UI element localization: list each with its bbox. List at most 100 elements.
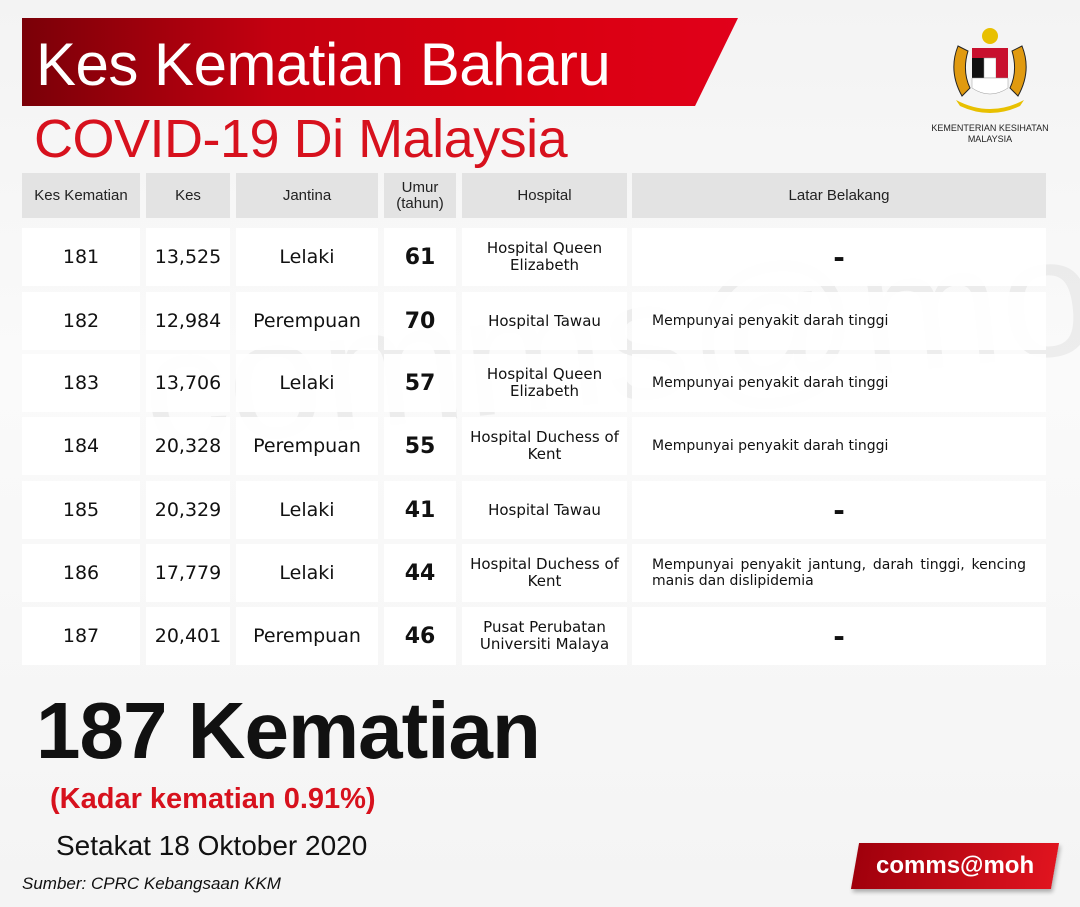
cell-kes-kematian-text: 181	[62, 246, 100, 268]
cell-kes-text: 13,706	[154, 372, 222, 394]
cell-hospital-text: Pusat Perubatan Universiti Malaya	[479, 618, 610, 653]
page-title: Kes Kematian Baharu	[36, 31, 611, 98]
cell-latar-belakang: -	[632, 607, 1046, 665]
cell-kes-kematian: 183	[22, 354, 140, 412]
cell-umur: 46	[384, 607, 456, 665]
cell-kes: 17,779	[146, 544, 230, 602]
cell-hospital-text: Hospital Queen Elizabeth	[486, 365, 603, 400]
cell-kes-kematian: 185	[22, 481, 140, 539]
cell-latar-belakang: Mempunyai penyakit darah tinggi	[632, 417, 1046, 475]
cell-kes-kematian-text: 184	[62, 435, 100, 457]
cell-latar-belakang-text: Mempunyai penyakit darah tinggi	[652, 375, 889, 391]
cell-latar-belakang-text: -	[833, 619, 845, 653]
header-latar-belakang: Latar Belakang	[632, 173, 1046, 218]
cell-kes-text: 13,525	[154, 246, 222, 268]
cell-jantina-text: Perempuan	[253, 435, 361, 457]
cell-umur: 61	[384, 228, 456, 286]
source-note: Sumber: CPRC Kebangsaan KKM	[22, 874, 281, 893]
header-umur: Umur (tahun)	[384, 173, 456, 218]
cell-latar-belakang-text: Mempunyai penyakit jantung, darah tinggi…	[652, 557, 1026, 589]
cell-kes-text: 20,328	[154, 435, 222, 457]
cell-umur-text: 57	[404, 370, 436, 396]
cell-umur: 41	[384, 481, 456, 539]
cell-umur-text: 46	[404, 623, 436, 649]
cell-jantina: Perempuan	[236, 292, 378, 350]
death-rate: (Kadar kematian 0.91%)	[50, 783, 376, 815]
cell-umur-text: 61	[404, 244, 436, 270]
cell-kes-kematian-text: 182	[62, 310, 100, 332]
cell-jantina-text: Perempuan	[253, 310, 361, 332]
cell-latar-belakang: Mempunyai penyakit jantung, darah tinggi…	[632, 544, 1046, 602]
cell-jantina-text: Lelaki	[279, 246, 335, 268]
cell-kes-kematian-text: 186	[62, 562, 100, 584]
coat-of-arms-logo	[953, 28, 1027, 113]
cell-kes-text: 17,779	[154, 562, 222, 584]
cell-umur-text: 70	[404, 308, 436, 334]
cell-latar-belakang-text: -	[833, 493, 845, 527]
page-subtitle: COVID-19 Di Malaysia	[34, 109, 568, 169]
header-kes-kematian: Kes Kematian	[22, 173, 140, 218]
header-kes-text: Kes	[175, 186, 201, 204]
cell-kes-kematian: 181	[22, 228, 140, 286]
cell-umur: 44	[384, 544, 456, 602]
cell-latar-belakang-text: Mempunyai penyakit darah tinggi	[652, 313, 889, 329]
cell-kes-text: 20,329	[154, 499, 222, 521]
cell-latar-belakang: -	[632, 481, 1046, 539]
cell-kes-kematian: 187	[22, 607, 140, 665]
as-of-date: Setakat 18 Oktober 2020	[56, 830, 368, 861]
header-umur-text: Umur (tahun)	[396, 178, 444, 212]
cell-kes-text: 12,984	[154, 310, 222, 332]
cell-umur-text: 44	[404, 560, 436, 586]
cell-jantina: Perempuan	[236, 607, 378, 665]
badge-text: comms@moh	[875, 852, 1035, 879]
cell-jantina-text: Lelaki	[279, 562, 335, 584]
cell-kes-kematian-text: 183	[62, 372, 100, 394]
cell-kes-kematian: 182	[22, 292, 140, 350]
cell-latar-belakang: Mempunyai penyakit darah tinggi	[632, 354, 1046, 412]
cell-kes: 20,329	[146, 481, 230, 539]
cell-umur: 70	[384, 292, 456, 350]
cell-kes: 13,706	[146, 354, 230, 412]
cell-kes-kematian: 184	[22, 417, 140, 475]
cell-hospital: Hospital Duchess of Kent	[462, 417, 627, 475]
header-hospital-text: Hospital	[517, 186, 572, 204]
header-hospital: Hospital	[462, 173, 627, 218]
cell-hospital: Hospital Queen Elizabeth	[462, 354, 627, 412]
cell-hospital: Hospital Duchess of Kent	[462, 544, 627, 602]
cell-kes: 20,401	[146, 607, 230, 665]
cell-jantina: Perempuan	[236, 417, 378, 475]
title-banner	[22, 18, 738, 106]
header-jantina: Jantina	[236, 173, 378, 218]
cell-umur-text: 41	[404, 497, 436, 523]
cell-hospital: Hospital Queen Elizabeth	[462, 228, 627, 286]
header-kes-kematian-text: Kes Kematian	[34, 186, 128, 204]
cell-umur: 55	[384, 417, 456, 475]
header-jantina-text: Jantina	[282, 186, 332, 204]
cell-umur-text: 55	[404, 433, 436, 459]
comms-moh-badge: comms@moh	[850, 843, 1060, 889]
cell-hospital-text: Hospital Queen Elizabeth	[486, 239, 603, 274]
cell-kes-kematian-text: 185	[62, 499, 100, 521]
header-kes: Kes	[146, 173, 230, 218]
cell-jantina: Lelaki	[236, 481, 378, 539]
cell-latar-belakang: -	[632, 228, 1046, 286]
cell-kes: 12,984	[146, 292, 230, 350]
cell-hospital-text: Hospital Tawau	[488, 500, 601, 519]
header-latar-belakang-text: Latar Belakang	[788, 186, 890, 204]
cell-jantina: Lelaki	[236, 354, 378, 412]
cell-jantina: Lelaki	[236, 544, 378, 602]
cell-jantina: Lelaki	[236, 228, 378, 286]
cell-umur: 57	[384, 354, 456, 412]
cell-latar-belakang-text: Mempunyai penyakit darah tinggi	[652, 438, 889, 454]
cell-hospital-text: Hospital Tawau	[488, 311, 601, 330]
cell-hospital: Hospital Tawau	[462, 292, 627, 350]
cell-kes-kematian-text: 187	[62, 625, 100, 647]
cell-jantina-text: Lelaki	[279, 499, 335, 521]
cell-hospital-text: Hospital Duchess of Kent	[470, 555, 619, 590]
cell-latar-belakang-text: -	[833, 240, 845, 274]
cell-hospital-text: Hospital Duchess of Kent	[470, 428, 619, 463]
cell-jantina-text: Perempuan	[253, 625, 361, 647]
cell-kes-kematian: 186	[22, 544, 140, 602]
ministry-name: KEMENTERIAN KESIHATAN MALAYSIA	[931, 123, 1049, 144]
cell-latar-belakang: Mempunyai penyakit darah tinggi	[632, 292, 1046, 350]
